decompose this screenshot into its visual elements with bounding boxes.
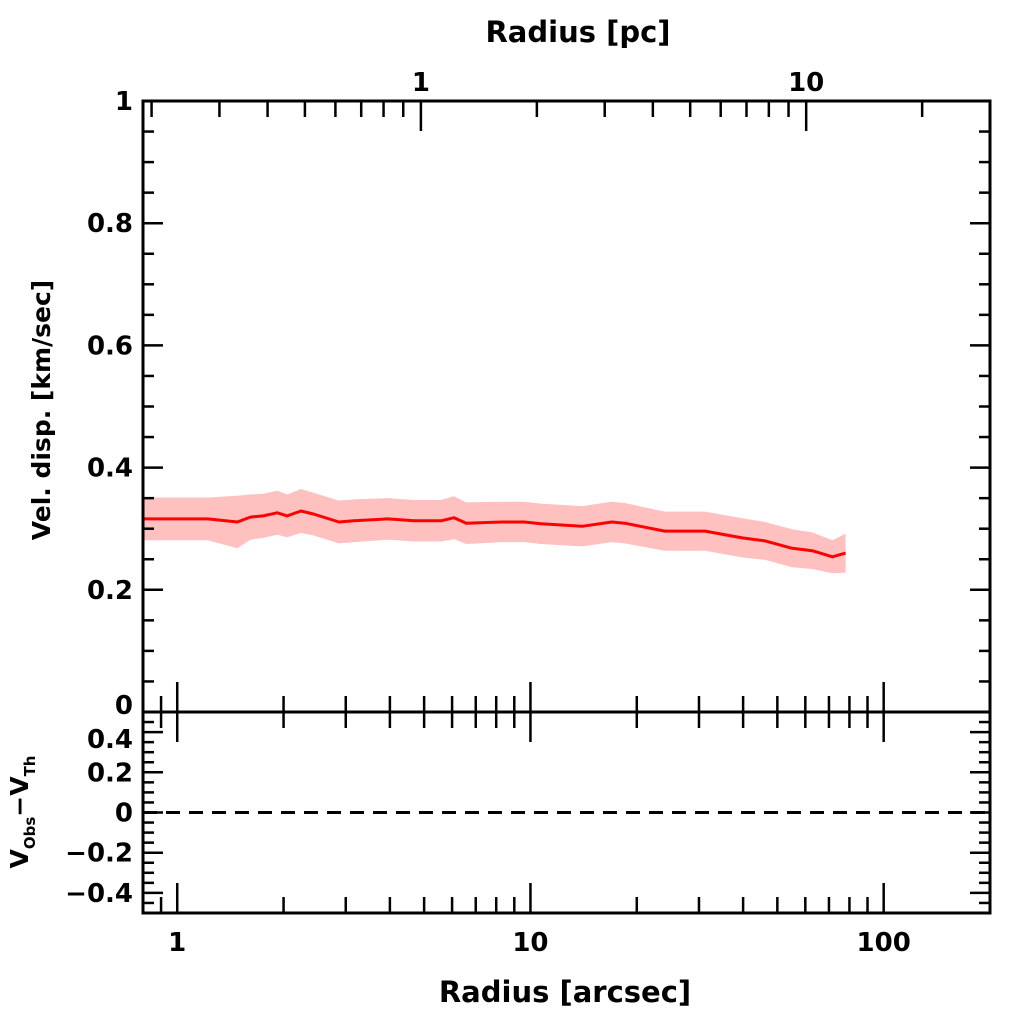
x-tick-label: 100 [857, 928, 911, 958]
data-line-group [142, 509, 847, 559]
ylabel-minus-v: −V [5, 776, 34, 817]
ylabel-sub-obs: Obs [21, 817, 39, 849]
axis-frames [141, 99, 992, 915]
main-panel-frame [141, 99, 992, 714]
ylabel-sub-th: Th [21, 756, 39, 777]
top-x-tick-label: 10 [788, 68, 824, 98]
x-tick-label: 1 [168, 928, 186, 958]
top-x-axis-title: Radius [pc] [485, 15, 670, 49]
y-tick-label: 0.4 [87, 454, 133, 484]
y-tick-label: 0 [115, 691, 133, 721]
y-axis-title: Vel. disp. [km/sec] [27, 280, 56, 540]
x-tick-label: 10 [512, 928, 548, 958]
axis-ticks [141, 99, 992, 915]
ylabel-v: V [5, 849, 34, 869]
y-tick-label: 0.6 [87, 331, 133, 361]
error-band-area [143, 489, 846, 574]
y-tick-label: 1 [115, 87, 133, 117]
velocity-dispersion-line [143, 509, 847, 559]
x-axis-title: Radius [arcsec] [439, 975, 691, 1009]
y-tick-label: 0.8 [87, 209, 133, 239]
top-x-tick-label: 1 [412, 68, 430, 98]
residual-y-tick-label: −0.4 [65, 879, 133, 909]
residual-y-tick-label: 0 [115, 799, 133, 829]
error-band [143, 489, 846, 574]
residual-y-axis-title: VObs−VTh [5, 756, 39, 869]
residual-y-tick-label: 0.4 [87, 725, 133, 755]
residual-y-tick-label: −0.2 [65, 839, 133, 869]
residual-y-tick-label: 0.2 [87, 758, 133, 788]
residual-panel-frame [141, 710, 992, 915]
y-tick-label: 0.2 [87, 576, 133, 606]
